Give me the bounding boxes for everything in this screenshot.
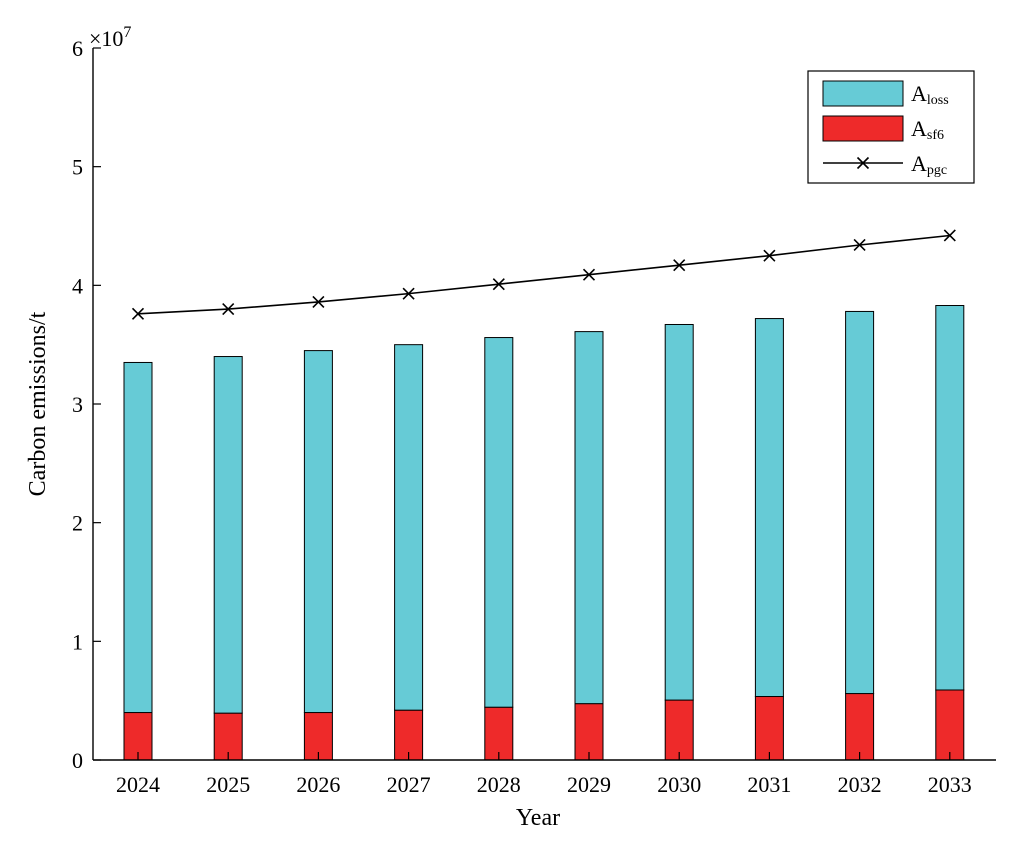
- bar-loss-2024: [123, 361, 153, 714]
- y-scale-base: ×10: [89, 26, 123, 51]
- legend-label-sub: sf6: [927, 128, 944, 143]
- bar-sf6-2029: [574, 703, 604, 761]
- series-line-pgc: [137, 234, 950, 315]
- bar-loss-2026: [303, 350, 333, 714]
- bar-loss-2033: [935, 305, 965, 691]
- bar-loss-2029: [574, 331, 604, 705]
- line-layer: [131, 229, 956, 320]
- legend-label-loss: Aloss: [911, 81, 949, 108]
- bar-sf6-2033: [935, 689, 965, 761]
- y-tick-label: 3: [72, 392, 83, 417]
- x-tick-label: 2033: [928, 772, 972, 797]
- bar-loss-2027: [394, 344, 424, 711]
- bar-sf6-2032: [845, 693, 875, 761]
- y-axis-label: Carbon emissions/t: [25, 311, 51, 496]
- legend-label-pgc: Apgc: [911, 151, 947, 178]
- x-tick-label: 2031: [747, 772, 791, 797]
- point-pgc-2032: [853, 238, 866, 252]
- point-pgc-2028: [492, 278, 505, 291]
- legend-marker-pgc: [856, 156, 870, 170]
- bar-loss-2032: [845, 310, 875, 695]
- legend-label-sub: pgc: [927, 163, 947, 178]
- x-tick-label: 2025: [206, 772, 250, 797]
- legend-swatch-loss: [822, 80, 904, 107]
- point-pgc-2025: [222, 303, 235, 316]
- y-tick-label: 1: [72, 629, 83, 654]
- axes-layer: 0 1 2 3 4 5 6 2024 2025 2026 2027 2028 2029 2030 2031 2…: [25, 24, 996, 831]
- x-tick-label: 2032: [838, 772, 882, 797]
- x-tick-label: 2030: [657, 772, 701, 797]
- y-scale-exponent-label: ×107: [89, 24, 131, 51]
- x-tick-label: 2024: [116, 772, 160, 797]
- point-pgc-2024: [131, 307, 145, 320]
- bars-layer: [123, 305, 965, 761]
- y-tick-label: 4: [72, 273, 83, 298]
- x-tick-label: 2028: [477, 772, 521, 797]
- x-tick-label: 2027: [387, 772, 431, 797]
- bar-loss-2031: [754, 318, 784, 698]
- y-scale-exponent: 7: [123, 24, 131, 41]
- bar-sf6-2031: [754, 696, 784, 761]
- bar-loss-2028: [484, 337, 514, 708]
- point-pgc-2026: [312, 295, 325, 309]
- legend-label-sub: loss: [927, 93, 949, 108]
- bar-loss-2025: [213, 356, 243, 714]
- point-pgc-2033: [943, 229, 956, 242]
- bar-sf6-2027: [394, 709, 424, 761]
- point-pgc-2031: [763, 249, 776, 262]
- legend-swatch-sf6: [822, 115, 904, 142]
- bar-sf6-2030: [664, 699, 694, 761]
- legend-label-main: A: [911, 116, 927, 141]
- x-tick-label: 2029: [567, 772, 611, 797]
- y-tick-label: 2: [72, 511, 83, 536]
- y-tick-label: 5: [72, 155, 83, 180]
- point-pgc-2030: [673, 259, 686, 272]
- x-axis-label: Year: [516, 805, 560, 831]
- point-pgc-2027: [402, 287, 415, 300]
- legend-label-sf6: Asf6: [911, 116, 944, 143]
- y-tick-label: 0: [72, 748, 83, 773]
- legend-label-main: A: [911, 81, 927, 106]
- x-tick-label: 2026: [296, 772, 340, 797]
- legend-label-main: A: [911, 151, 927, 176]
- bar-loss-2030: [664, 323, 694, 701]
- point-pgc-2029: [582, 268, 596, 281]
- y-tick-label: 6: [72, 36, 83, 61]
